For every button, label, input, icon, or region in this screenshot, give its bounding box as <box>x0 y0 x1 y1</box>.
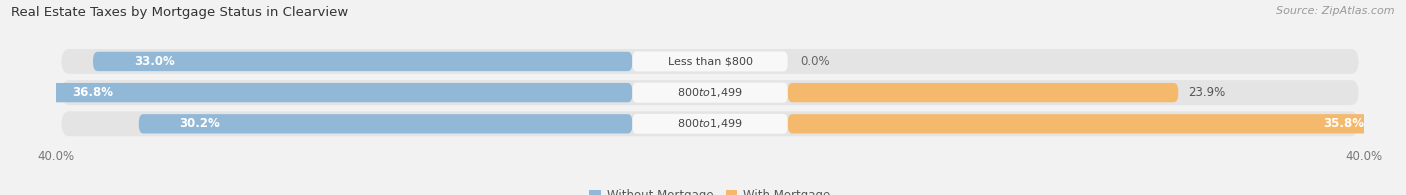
Legend: Without Mortgage, With Mortgage: Without Mortgage, With Mortgage <box>585 184 835 195</box>
FancyBboxPatch shape <box>139 114 633 133</box>
Text: 30.2%: 30.2% <box>180 117 221 130</box>
Text: 33.0%: 33.0% <box>134 55 174 68</box>
FancyBboxPatch shape <box>787 83 1178 102</box>
FancyBboxPatch shape <box>93 52 633 71</box>
Text: Real Estate Taxes by Mortgage Status in Clearview: Real Estate Taxes by Mortgage Status in … <box>11 6 349 19</box>
Text: Source: ZipAtlas.com: Source: ZipAtlas.com <box>1277 6 1395 16</box>
FancyBboxPatch shape <box>787 114 1372 133</box>
FancyBboxPatch shape <box>633 83 787 103</box>
Text: 35.8%: 35.8% <box>1323 117 1365 130</box>
FancyBboxPatch shape <box>60 80 1360 105</box>
FancyBboxPatch shape <box>60 111 1360 136</box>
FancyBboxPatch shape <box>633 114 787 134</box>
FancyBboxPatch shape <box>60 49 1360 74</box>
Text: $800 to $1,499: $800 to $1,499 <box>678 117 742 130</box>
FancyBboxPatch shape <box>633 51 787 71</box>
Text: 0.0%: 0.0% <box>801 55 831 68</box>
Text: 23.9%: 23.9% <box>1188 86 1226 99</box>
Text: 36.8%: 36.8% <box>72 86 112 99</box>
FancyBboxPatch shape <box>31 83 633 102</box>
Text: Less than $800: Less than $800 <box>668 56 752 66</box>
Text: $800 to $1,499: $800 to $1,499 <box>678 86 742 99</box>
